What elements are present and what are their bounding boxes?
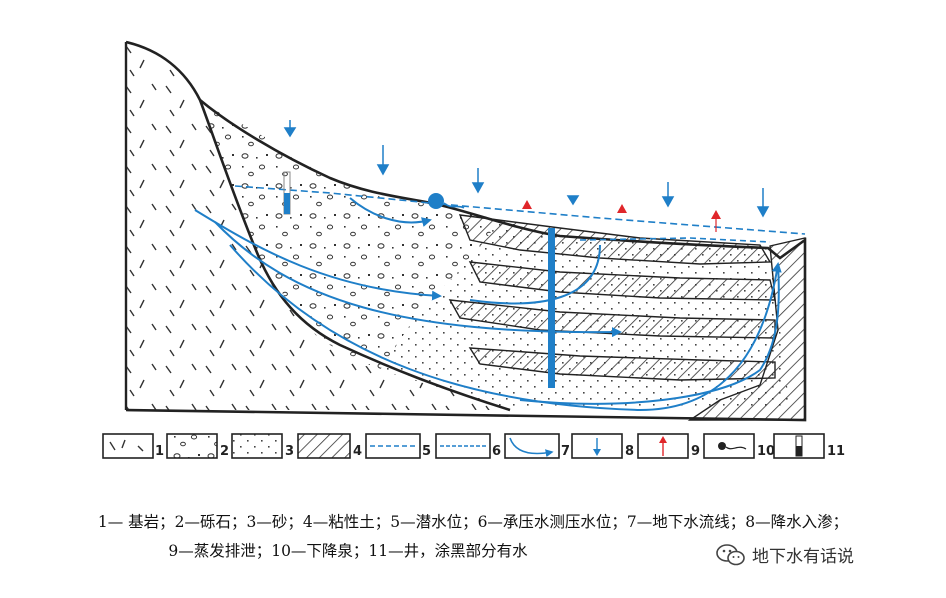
well-deep bbox=[548, 228, 555, 388]
groundwater-flow-lines bbox=[194, 197, 782, 412]
well-left bbox=[283, 171, 291, 215]
legend-phreatic-level: 5 bbox=[365, 433, 431, 459]
water-levels bbox=[234, 185, 806, 243]
legend-spring: 10 bbox=[703, 433, 775, 459]
legend-bedrock: 1 bbox=[102, 433, 164, 459]
caption-line: 1— 基岩；2—砾石；3—砂；4—粘性土；5—潜水位；6—承压水测压水位；7—地… bbox=[97, 513, 849, 531]
legend-gravel: 2 bbox=[166, 433, 229, 459]
legend-well: 11 bbox=[773, 433, 845, 459]
legend-flow-line: 7 bbox=[504, 433, 570, 459]
watermark-text: 地下水有话说 bbox=[752, 547, 854, 567]
legend-number: 1 bbox=[155, 444, 164, 459]
legend-piezometric-level: 6 bbox=[435, 433, 501, 459]
legend-number: 3 bbox=[285, 444, 294, 459]
legend-number: 7 bbox=[561, 444, 570, 459]
figure-caption: 1— 基岩；2—砾石；3—砂；4—粘性土；5—潜水位；6—承压水测压水位；7—地… bbox=[0, 508, 946, 566]
legend-clay: 4 bbox=[297, 433, 362, 459]
legend-number: 4 bbox=[353, 444, 362, 459]
hydrogeology-cross-section: 1 2 3 4 5 6 7 bbox=[102, 40, 845, 459]
legend-number: 2 bbox=[220, 444, 229, 459]
gravel-zone bbox=[200, 100, 500, 370]
evaporation-arrows bbox=[522, 200, 721, 232]
legend-evaporation: 9 bbox=[637, 433, 700, 459]
section-outline bbox=[125, 40, 807, 422]
watermark: 地下水有话说 bbox=[716, 542, 854, 567]
legend-number: 8 bbox=[625, 444, 634, 459]
legend-number: 6 bbox=[492, 444, 501, 459]
legend-number: 9 bbox=[691, 444, 700, 459]
legend: 1 2 3 4 5 6 7 bbox=[102, 433, 845, 459]
legend-number: 11 bbox=[827, 444, 845, 459]
infiltration-arrows bbox=[283, 120, 770, 218]
legend-sand: 3 bbox=[231, 433, 294, 459]
wechat-icon bbox=[716, 543, 745, 565]
caption-line: 9—蒸发排泄；10—下降泉；11—井，涂黑部分有水 bbox=[168, 542, 528, 560]
legend-number: 10 bbox=[757, 444, 775, 459]
legend-infiltration: 8 bbox=[571, 433, 634, 459]
bedrock-zone bbox=[124, 42, 500, 410]
legend-number: 5 bbox=[422, 444, 431, 459]
descending-spring bbox=[428, 193, 465, 209]
